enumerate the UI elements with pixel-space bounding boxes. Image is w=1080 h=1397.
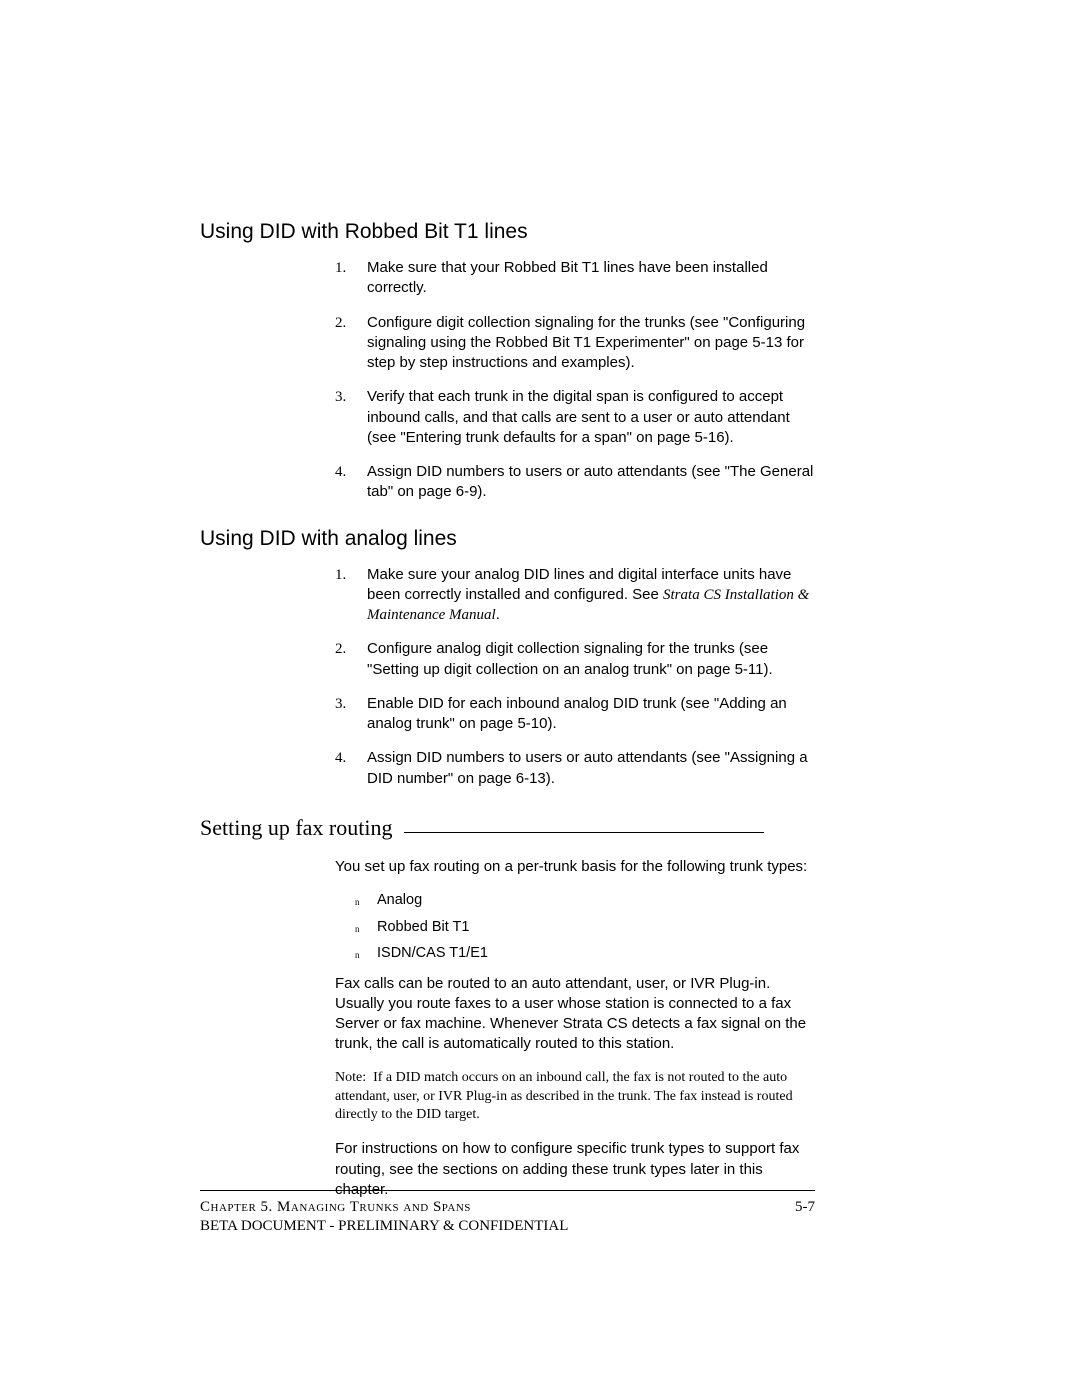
list-text: Make sure your analog DID lines and digi… — [367, 566, 809, 624]
list-text: Verify that each trunk in the digital sp… — [367, 388, 790, 446]
list-text: Configure analog digit collection signal… — [367, 640, 773, 677]
heading-robbed-bit-t1: Using DID with Robbed Bit T1 lines — [200, 220, 815, 244]
footer-chapter-word: Chapter — [200, 1199, 256, 1215]
heading-underline — [404, 832, 764, 833]
list-text: ISDN/CAS T1/E1 — [377, 945, 488, 961]
list-text: Configure digit collection signaling for… — [367, 314, 805, 372]
note-body: If a DID match occurs on an inbound call… — [335, 1070, 793, 1123]
footer-page-number: 5-7 — [795, 1199, 815, 1216]
list-item: 1. Make sure that your Robbed Bit T1 lin… — [335, 258, 815, 299]
list-item: 3. Enable DID for each inbound analog DI… — [335, 694, 815, 735]
list-item: 4. Assign DID numbers to users or auto a… — [335, 748, 815, 789]
footer-line-1: Chapter 5. Managing Trunks and Spans 5-7 — [200, 1199, 815, 1216]
list-item: 2. Configure digit collection signaling … — [335, 313, 815, 374]
list-item: 2. Configure analog digit collection sig… — [335, 639, 815, 680]
heading-analog-lines: Using DID with analog lines — [200, 527, 815, 551]
list-item: n ISDN/CAS T1/E1 — [355, 944, 815, 964]
footer-chapter-number: 5. — [261, 1199, 273, 1215]
list-number: 2. — [335, 313, 346, 333]
list-number: 4. — [335, 748, 346, 768]
heading-fax-routing-text: Setting up fax routing — [200, 815, 392, 840]
document-page: Using DID with Robbed Bit T1 lines 1. Ma… — [200, 220, 815, 1214]
bullet-icon: n — [355, 923, 360, 935]
list-number: 1. — [335, 565, 346, 585]
heading-fax-routing: Setting up fax routing — [200, 815, 815, 841]
list-text: Assign DID numbers to users or auto atte… — [367, 463, 813, 500]
list-item: 4. Assign DID numbers to users or auto a… — [335, 462, 815, 503]
note-label: Note: — [335, 1070, 366, 1085]
list-text: Enable DID for each inbound analog DID t… — [367, 695, 787, 732]
list-item: 3. Verify that each trunk in the digital… — [335, 387, 815, 448]
footer-beta-line: BETA DOCUMENT - PRELIMINARY & CONFIDENTI… — [200, 1218, 815, 1235]
list-text: Analog — [377, 892, 422, 908]
footer-rule — [200, 1190, 815, 1191]
list-item: 1. Make sure your analog DID lines and d… — [335, 565, 815, 626]
footer-chapter-title: Managing Trunks and Spans — [277, 1199, 471, 1215]
bullet-icon: n — [355, 949, 360, 961]
list-analog-lines: 1. Make sure your analog DID lines and d… — [335, 565, 815, 789]
list-number: 2. — [335, 639, 346, 659]
list-number: 3. — [335, 694, 346, 714]
list-item: n Analog — [355, 891, 815, 911]
list-robbed-bit-t1: 1. Make sure that your Robbed Bit T1 lin… — [335, 258, 815, 503]
fax-intro-paragraph: You set up fax routing on a per-trunk ba… — [335, 857, 815, 877]
list-item: n Robbed Bit T1 — [355, 918, 815, 938]
list-text: Make sure that your Robbed Bit T1 lines … — [367, 259, 768, 296]
list-text-post: . — [496, 606, 500, 623]
fax-note-paragraph: Note: If a DID match occurs on an inboun… — [335, 1069, 815, 1126]
list-number: 3. — [335, 387, 346, 407]
page-footer: Chapter 5. Managing Trunks and Spans 5-7… — [200, 1190, 815, 1235]
list-text: Assign DID numbers to users or auto atte… — [367, 749, 808, 786]
bullet-icon: n — [355, 896, 360, 908]
fax-body-paragraph: Fax calls can be routed to an auto atten… — [335, 974, 815, 1055]
list-number: 1. — [335, 258, 346, 278]
list-text: Robbed Bit T1 — [377, 919, 469, 935]
fax-trunk-type-list: n Analog n Robbed Bit T1 n ISDN/CAS T1/E… — [355, 891, 815, 964]
footer-chapter: Chapter 5. Managing Trunks and Spans — [200, 1199, 471, 1216]
list-number: 4. — [335, 462, 346, 482]
